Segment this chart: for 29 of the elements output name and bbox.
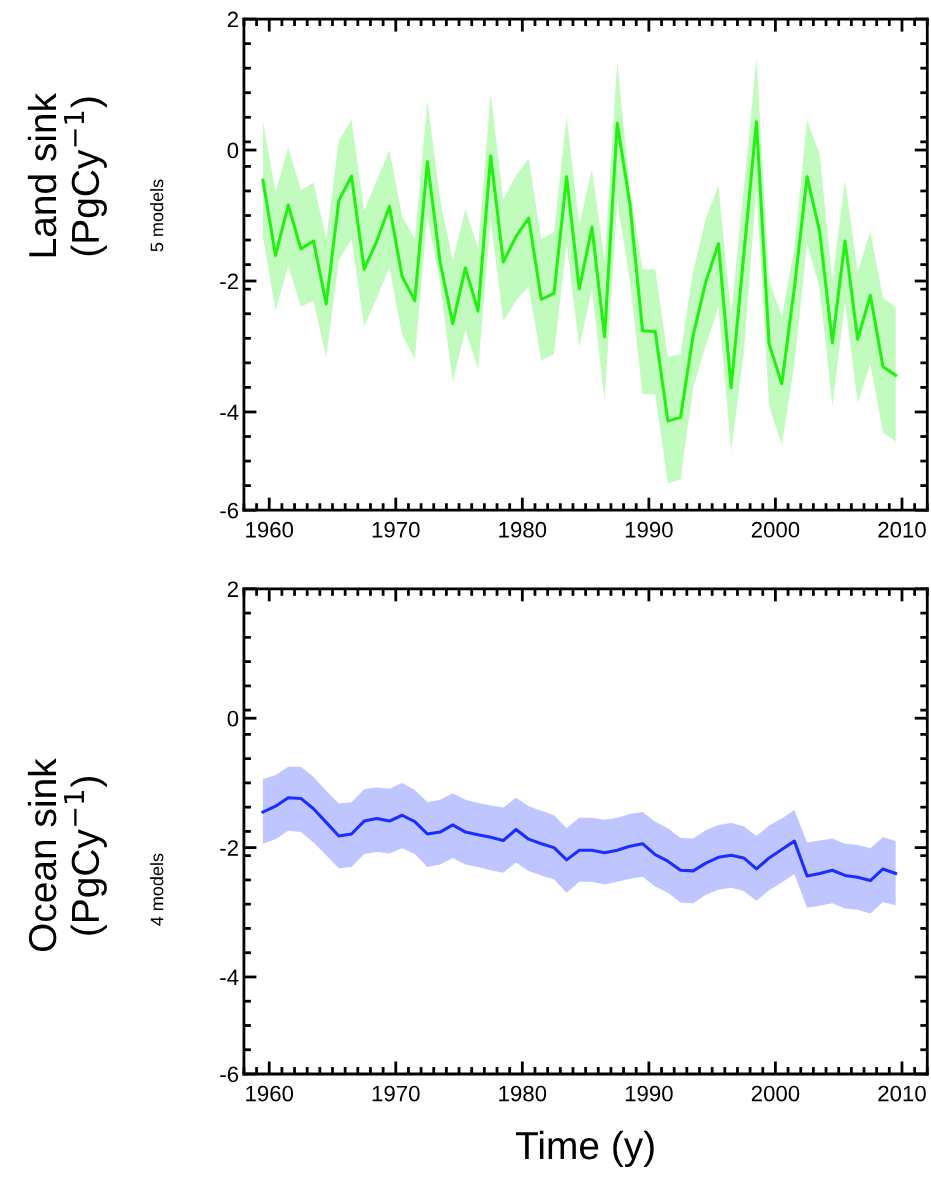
line-series xyxy=(261,120,898,423)
x-tick-label: 1980 xyxy=(499,521,547,538)
y-axis-title: Ocean sink (PgCy$^{−1}$) xyxy=(27,758,107,952)
y-axis-title: Land sink (PgCy$^{−1}$) xyxy=(27,92,107,257)
x-tick-label: 2000 xyxy=(751,1085,800,1102)
y-tick-label: 2 xyxy=(227,581,238,597)
x-tick-label: 1960 xyxy=(246,1085,294,1102)
x-tick-label: 2000 xyxy=(751,521,800,538)
x-tick-label: 1990 xyxy=(625,1085,673,1102)
x-tick-label: 1970 xyxy=(372,1085,420,1102)
y-tick-label: -2 xyxy=(220,840,238,856)
line-series xyxy=(261,796,898,883)
text: 5 models xyxy=(150,179,164,252)
y-tick-label: 0 xyxy=(227,710,239,727)
x-tick-label: 1990 xyxy=(625,521,673,538)
x-tick-label: 1960 xyxy=(246,521,294,538)
x-tick-label: 2010 xyxy=(878,1085,926,1102)
y-tick-label: -6 xyxy=(220,502,239,519)
y-tick-label: -2 xyxy=(220,273,238,290)
x-tick-label: 1980 xyxy=(499,1085,547,1102)
y-tick-label: 0 xyxy=(227,142,239,159)
y-tick-label: -4 xyxy=(220,969,239,986)
y-tick-label: -4 xyxy=(220,404,239,421)
x-tick-label: 2010 xyxy=(878,521,926,538)
y-tick-label: -6 xyxy=(220,1066,239,1083)
x-tick-label: 1970 xyxy=(372,521,420,538)
text: 4 models xyxy=(150,853,164,926)
x-axis-title: Time (y) xyxy=(515,1130,654,1168)
y-tick-label: 2 xyxy=(227,11,238,28)
